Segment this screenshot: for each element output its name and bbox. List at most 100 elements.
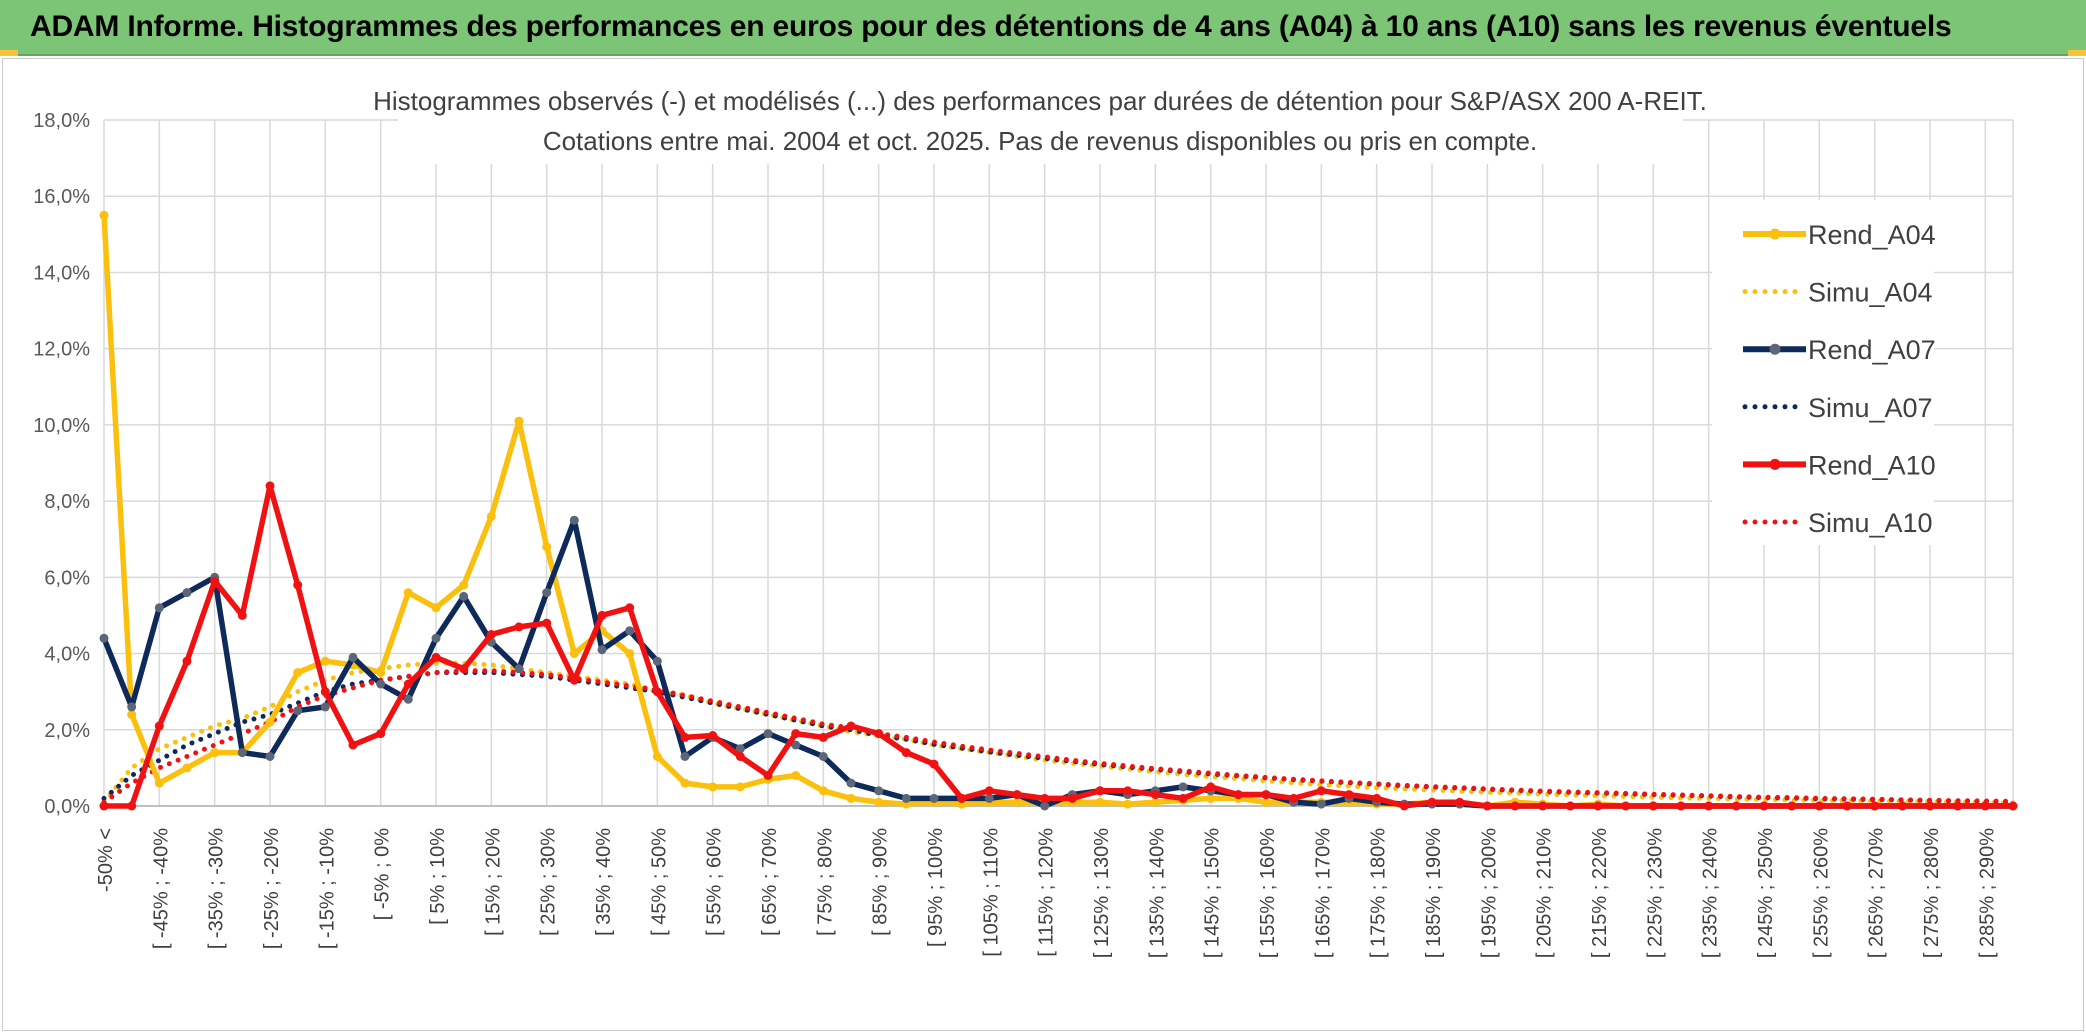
data-point-rend-a10: [1344, 790, 1354, 800]
data-point-rend-a07: [818, 752, 828, 761]
data-point-rend-a07: [348, 652, 358, 662]
data-point-rend-a04: [459, 580, 469, 590]
data-point-rend-a07: [514, 664, 524, 674]
y-tick-label: 10,0%: [33, 415, 90, 437]
series-line-rend-a07: [101, 517, 2013, 809]
data-point-rend-a10: [652, 687, 662, 697]
data-point-rend-a04: [708, 782, 718, 792]
data-point-rend-a07: [846, 778, 856, 788]
x-tick-label: -50% <: [95, 828, 117, 892]
data-point-rend-a04: [182, 763, 192, 773]
data-point-rend-a10: [459, 664, 469, 674]
data-point-rend-a10: [846, 721, 856, 731]
y-tick-label: 12,0%: [33, 339, 90, 361]
data-point-rend-a10: [1206, 782, 1216, 792]
data-point-rend-a04: [542, 542, 552, 552]
data-point-rend-a04: [1123, 799, 1133, 809]
data-point-rend-a10: [1814, 801, 1824, 811]
chart-title-background: [398, 78, 1683, 164]
x-tick-label: [ 155% ; 160%: [1257, 828, 1279, 958]
x-tick-label: [ 145% ; 150%: [1202, 828, 1224, 958]
x-tick-label: [ 65% ; 70%: [759, 828, 781, 936]
data-point-rend-a04: [403, 588, 413, 598]
data-point-rend-a07: [127, 702, 137, 712]
data-point-rend-a07: [459, 591, 469, 601]
data-point-rend-a07: [320, 702, 330, 712]
data-point-rend-a10: [182, 656, 192, 666]
data-point-rend-a10: [1261, 790, 1271, 800]
data-point-rend-a04: [680, 778, 690, 788]
x-tick-label: [ -5% ; 0%: [372, 828, 394, 920]
chart-subtitle: Cotations entre mai. 2004 et oct. 2025. …: [543, 126, 1537, 156]
data-point-rend-a10: [1455, 797, 1465, 807]
series-line-rend-a10: [104, 483, 2013, 809]
data-point-rend-a07: [984, 793, 994, 803]
y-tick-label: 16,0%: [33, 186, 90, 208]
data-point-rend-a04: [486, 511, 496, 521]
data-point-rend-a10: [874, 729, 884, 739]
data-point-rend-a10: [1676, 801, 1686, 811]
data-point-rend-a07: [874, 786, 884, 796]
legend-label: Rend_A04: [1808, 220, 1936, 250]
data-point-rend-a10: [901, 748, 911, 758]
data-point-rend-a07: [652, 656, 662, 666]
page-banner: ADAM Informe. Histogrammes des performan…: [0, 0, 2086, 56]
legend-label: Simu_A07: [1808, 393, 1933, 423]
chart-title-block: Histogrammes observés (-) et modélisés (…: [373, 78, 1707, 164]
banner-accent-left: [0, 50, 18, 56]
data-point-rend-a04: [1012, 797, 1022, 807]
x-tick-label: [ 225% ; 230%: [1644, 828, 1666, 958]
data-point-rend-a07: [763, 729, 773, 739]
data-point-rend-a04: [652, 752, 662, 761]
data-point-rend-a10: [431, 652, 441, 662]
data-point-rend-a10: [127, 801, 137, 811]
x-tick-label: [ 25% ; 30%: [538, 828, 560, 936]
legend-label: Rend_A10: [1808, 450, 1936, 480]
data-point-rend-a10: [708, 731, 718, 740]
data-point-rend-a10: [763, 771, 773, 780]
x-tick-label: [ 275% ; 280%: [1921, 828, 1943, 958]
data-point-rend-a10: [818, 732, 828, 742]
y-tick-label: 0,0%: [44, 796, 90, 818]
x-tick-label: [ 205% ; 210%: [1534, 828, 1556, 958]
data-point-rend-a04: [1261, 797, 1271, 807]
x-tick-label: [ 245% ; 250%: [1755, 828, 1777, 958]
data-point-rend-a04: [293, 668, 303, 678]
x-tick-label: [ 35% ; 40%: [593, 828, 615, 936]
data-point-rend-a10: [376, 729, 386, 739]
data-point-rend-a07: [929, 793, 939, 803]
y-tick-label: 6,0%: [44, 567, 90, 589]
x-tick-label: [ 235% ; 240%: [1700, 828, 1722, 958]
data-point-rend-a10: [1648, 801, 1658, 811]
data-point-rend-a04: [735, 782, 745, 792]
x-tick-label: [ 255% ; 260%: [1810, 828, 1832, 958]
data-point-rend-a10: [1012, 790, 1022, 800]
axis-layer: 0,0% 2,0% 4,0% 6,0% 8,0% 10,0% 12,0% 14,0% 16,0%…: [33, 110, 2013, 958]
x-tick-label: [ 5% ; 10%: [427, 828, 449, 925]
data-point-rend-a10: [1233, 790, 1243, 800]
data-point-rend-a10: [1897, 801, 1907, 811]
x-tick-label: [ 195% ; 200%: [1478, 828, 1500, 958]
legend-marker: [1769, 343, 1781, 355]
page-title: ADAM Informe. Histogrammes des performan…: [30, 10, 1952, 43]
data-point-rend-a04: [846, 793, 856, 803]
x-tick-label: [ 115% ; 120%: [1036, 828, 1058, 957]
y-tick-label: 2,0%: [44, 720, 90, 742]
data-point-rend-a07: [1178, 782, 1188, 792]
data-point-rend-a10: [1731, 801, 1741, 811]
data-point-rend-a04: [874, 797, 884, 807]
data-point-rend-a10: [293, 580, 303, 590]
data-point-rend-a10: [1427, 797, 1437, 807]
x-tick-label: [ 265% ; 270%: [1866, 828, 1888, 958]
data-point-rend-a07: [431, 633, 441, 643]
data-point-rend-a04: [1095, 797, 1105, 807]
data-point-rend-a10: [1040, 793, 1050, 803]
data-point-rend-a04: [1206, 793, 1216, 803]
data-point-rend-a07: [625, 626, 635, 636]
x-tick-label: [ 165% ; 170%: [1312, 828, 1334, 958]
y-tick-label: 8,0%: [44, 491, 90, 513]
data-point-rend-a10: [542, 618, 552, 628]
data-point-rend-a04: [431, 603, 441, 613]
data-point-rend-a10: [929, 759, 939, 769]
data-point-rend-a07: [569, 515, 579, 525]
